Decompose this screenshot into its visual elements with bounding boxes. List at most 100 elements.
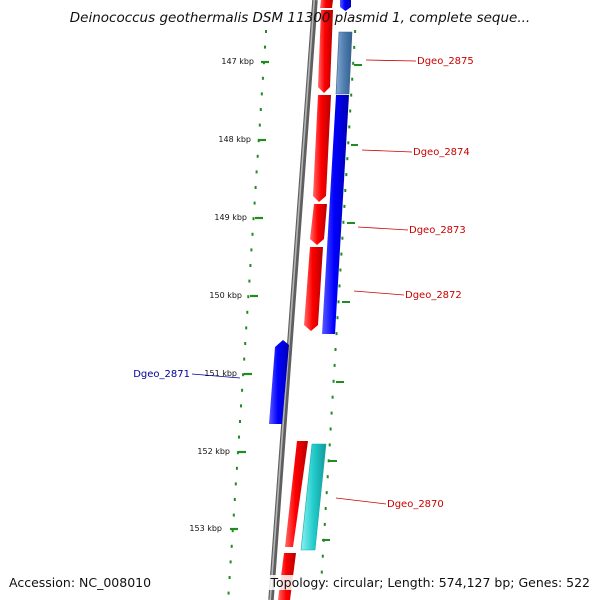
ruler-dot bbox=[252, 217, 255, 221]
sequence-title: Deinococcus geothermalis DSM 11300 plasm… bbox=[69, 10, 531, 26]
ruler-dot bbox=[229, 560, 232, 564]
ruler-dot bbox=[335, 332, 338, 336]
ruler-dot bbox=[254, 186, 257, 189]
gene-bar-forward-4[interactable] bbox=[304, 247, 323, 331]
gene-bar-top-partial[interactable] bbox=[320, 0, 333, 8]
ruler-dot bbox=[227, 591, 230, 595]
ruler-dot bbox=[264, 45, 266, 49]
ruler-dot bbox=[342, 220, 345, 224]
gene-bar-dgeo-2874[interactable] bbox=[322, 95, 349, 334]
gene-label-dgeo-2873[interactable]: Dgeo_2873 bbox=[409, 225, 466, 236]
right-ruler-ticks bbox=[322, 64, 362, 541]
ruler-dot bbox=[336, 316, 339, 320]
ruler-dot bbox=[236, 451, 239, 455]
ruler-dot bbox=[258, 123, 261, 127]
ruler-dot bbox=[261, 76, 264, 80]
ruler-dot bbox=[329, 427, 332, 431]
ruler-dot bbox=[324, 507, 327, 510]
ruler-dot bbox=[346, 157, 349, 161]
ruler-dot bbox=[330, 411, 333, 415]
ruler-dot bbox=[348, 125, 351, 129]
ruler-dot bbox=[247, 295, 250, 299]
ruler-dot bbox=[328, 443, 331, 447]
ruler-dot bbox=[340, 252, 343, 256]
ruler-dot bbox=[244, 342, 247, 345]
ruler-dot bbox=[245, 326, 248, 330]
ruler-dot bbox=[321, 554, 324, 558]
gene-bar-forward-1[interactable] bbox=[318, 10, 333, 93]
ruler-dot bbox=[249, 264, 252, 267]
gene-bar-forward-3[interactable] bbox=[310, 204, 327, 245]
ruler-dot bbox=[233, 498, 236, 501]
ruler-dot bbox=[238, 435, 240, 439]
ruler-dot bbox=[327, 459, 330, 463]
gene-label-dgeo-2870[interactable]: Dgeo_2870 bbox=[387, 499, 444, 510]
ruler-label: 151 kbp bbox=[204, 369, 237, 378]
gene-label-dgeo-2871[interactable]: Dgeo_2871 bbox=[133, 369, 190, 380]
ruler-dot bbox=[351, 77, 354, 81]
gene-labels[interactable]: Dgeo_2875 Dgeo_2874 Dgeo_2873 Dgeo_2872 … bbox=[133, 56, 474, 510]
ruler-dot bbox=[353, 45, 356, 49]
ruler-dot bbox=[265, 30, 267, 33]
ruler-dot bbox=[242, 373, 245, 377]
ruler-dotted-track-right bbox=[319, 30, 357, 590]
accession-label: Accession: NC_008010 bbox=[9, 575, 152, 590]
ruler-dot bbox=[347, 141, 350, 145]
ruler-label: 150 kbp bbox=[209, 291, 242, 300]
ruler-dot bbox=[337, 300, 340, 304]
ruler-dot bbox=[341, 236, 344, 240]
gene-label-dgeo-2872[interactable]: Dgeo_2872 bbox=[405, 290, 462, 301]
gene-track-outer[interactable] bbox=[300, 0, 353, 551]
ruler-label: 148 kbp bbox=[218, 135, 251, 144]
ruler-dot bbox=[255, 170, 258, 174]
gene-bar-forward-5[interactable] bbox=[285, 441, 308, 547]
gene-label-dgeo-2874[interactable]: Dgeo_2874 bbox=[413, 147, 470, 158]
gene-label-dgeo-2875[interactable]: Dgeo_2875 bbox=[417, 56, 474, 67]
label-leaders bbox=[191, 59, 417, 505]
ruler-label: 147 kbp bbox=[221, 57, 254, 66]
ruler-dot bbox=[228, 576, 231, 579]
ruler-dot bbox=[349, 109, 352, 113]
ruler-dot bbox=[345, 173, 348, 177]
ruler-dot bbox=[259, 108, 262, 111]
ruler-dot bbox=[253, 201, 256, 205]
ruler-dot bbox=[256, 154, 259, 158]
gene-track-left[interactable] bbox=[269, 340, 289, 424]
ruler-dot bbox=[232, 513, 235, 517]
ruler-dot bbox=[248, 279, 251, 283]
ruler-label: 152 kbp bbox=[197, 447, 230, 456]
genome-backbone bbox=[268, 0, 318, 600]
ruler-dot bbox=[240, 404, 242, 408]
ruler-dot bbox=[243, 357, 246, 361]
gene-bar-dgeo-2875[interactable] bbox=[335, 31, 353, 95]
ruler-dot bbox=[230, 544, 233, 548]
ruler: 147 kbp 148 kbp 149 kbp 150 kbp 151 kbp … bbox=[189, 57, 269, 533]
ruler-label: 153 kbp bbox=[189, 524, 222, 533]
ruler-dot bbox=[343, 204, 346, 208]
ruler-dot bbox=[339, 268, 342, 272]
ruler-dot bbox=[251, 232, 254, 236]
ruler-dot bbox=[333, 363, 336, 367]
gene-track-inner[interactable] bbox=[278, 0, 333, 600]
ruler-dot bbox=[231, 529, 234, 533]
ruler-dot bbox=[331, 395, 334, 399]
ruler-dot bbox=[332, 379, 335, 383]
sequence-summary: Topology: circular; Length: 574,127 bp; … bbox=[266, 575, 590, 590]
ruler-dot bbox=[344, 189, 347, 192]
ruler-dot bbox=[234, 482, 237, 486]
gene-bar-dgeo-2875-partial-top[interactable] bbox=[340, 0, 351, 11]
ruler-dot bbox=[241, 388, 244, 392]
gene-bar-dgeo-2871[interactable] bbox=[269, 340, 289, 424]
gene-bar-forward-2[interactable] bbox=[313, 95, 331, 202]
ruler-dotted-track bbox=[227, 30, 267, 595]
ruler-dot bbox=[320, 570, 323, 574]
gene-bar-dgeo-2870[interactable] bbox=[300, 443, 327, 551]
ruler-dot bbox=[246, 310, 249, 314]
ruler-dot bbox=[350, 93, 353, 97]
ruler-dot bbox=[338, 284, 341, 288]
ruler-dot bbox=[239, 420, 241, 423]
ruler-dot bbox=[352, 61, 355, 65]
ruler-dot bbox=[354, 30, 357, 33]
